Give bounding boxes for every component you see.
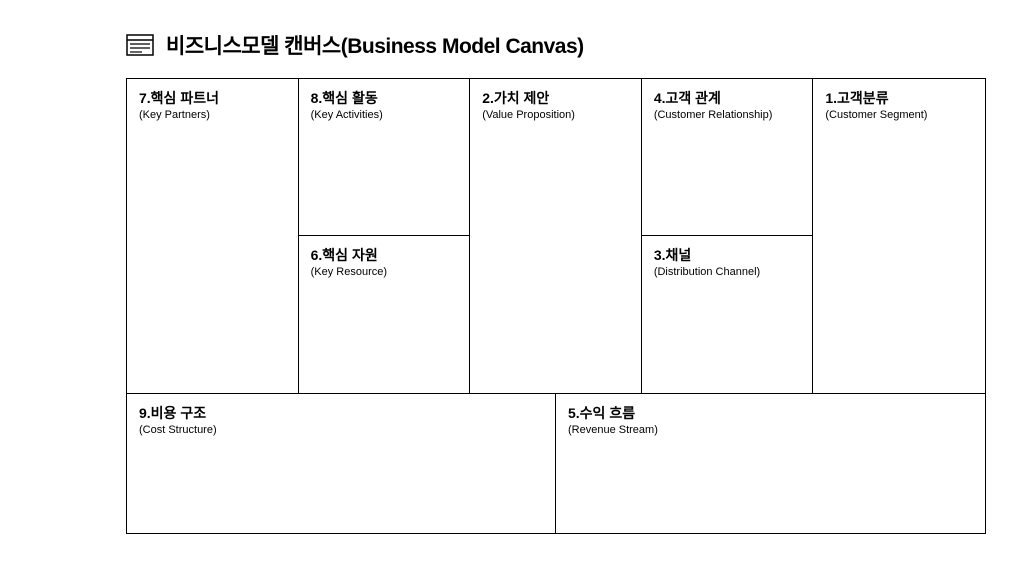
cell-column-2: 8.핵심 활동 (Key Activities) 6.핵심 자원 (Key Re… xyxy=(299,79,471,393)
cell-subtitle: (Distribution Channel) xyxy=(654,266,801,279)
cell-column-4: 4.고객 관계 (Customer Relationship) 3.채널 (Di… xyxy=(642,79,814,393)
page-title: 비즈니스모델 캔버스(Business Model Canvas) xyxy=(166,30,584,60)
cell-subtitle: (Revenue Stream) xyxy=(568,424,973,437)
cell-subtitle: (Value Proposition) xyxy=(482,109,629,122)
cell-cost-structure: 9.비용 구조 (Cost Structure) xyxy=(127,394,556,533)
cell-title: 5.수익 흐름 xyxy=(568,404,973,424)
canvas-bottom-row: 9.비용 구조 (Cost Structure) 5.수익 흐름 (Revenu… xyxy=(127,393,985,533)
cell-title: 1.고객분류 xyxy=(825,89,973,109)
cell-subtitle: (Key Partners) xyxy=(139,109,286,122)
cell-title: 9.비용 구조 xyxy=(139,404,543,424)
cell-key-partners: 7.핵심 파트너 (Key Partners) xyxy=(127,79,299,393)
bmc-canvas: 7.핵심 파트너 (Key Partners) 8.핵심 활동 (Key Act… xyxy=(126,78,986,534)
canvas-top-row: 7.핵심 파트너 (Key Partners) 8.핵심 활동 (Key Act… xyxy=(127,79,985,393)
cell-title: 4.고객 관계 xyxy=(654,89,801,109)
cell-customer-relationship: 4.고객 관계 (Customer Relationship) xyxy=(642,79,813,236)
cell-value-proposition: 2.가치 제안 (Value Proposition) xyxy=(470,79,642,393)
cell-subtitle: (Key Resource) xyxy=(311,266,458,279)
cell-title: 6.핵심 자원 xyxy=(311,246,458,266)
header: 비즈니스모델 캔버스(Business Model Canvas) xyxy=(28,30,996,60)
cell-subtitle: (Key Activities) xyxy=(311,109,458,122)
cell-distribution-channel: 3.채널 (Distribution Channel) xyxy=(642,236,813,393)
document-icon xyxy=(126,34,154,56)
cell-key-activities: 8.핵심 활동 (Key Activities) xyxy=(299,79,470,236)
cell-title: 8.핵심 활동 xyxy=(311,89,458,109)
cell-title: 7.핵심 파트너 xyxy=(139,89,286,109)
cell-subtitle: (Customer Segment) xyxy=(825,109,973,122)
cell-customer-segment: 1.고객분류 (Customer Segment) xyxy=(813,79,985,393)
cell-title: 3.채널 xyxy=(654,246,801,266)
cell-subtitle: (Customer Relationship) xyxy=(654,109,801,122)
cell-title: 2.가치 제안 xyxy=(482,89,629,109)
cell-key-resource: 6.핵심 자원 (Key Resource) xyxy=(299,236,470,393)
cell-subtitle: (Cost Structure) xyxy=(139,424,543,437)
cell-revenue-stream: 5.수익 흐름 (Revenue Stream) xyxy=(556,394,985,533)
